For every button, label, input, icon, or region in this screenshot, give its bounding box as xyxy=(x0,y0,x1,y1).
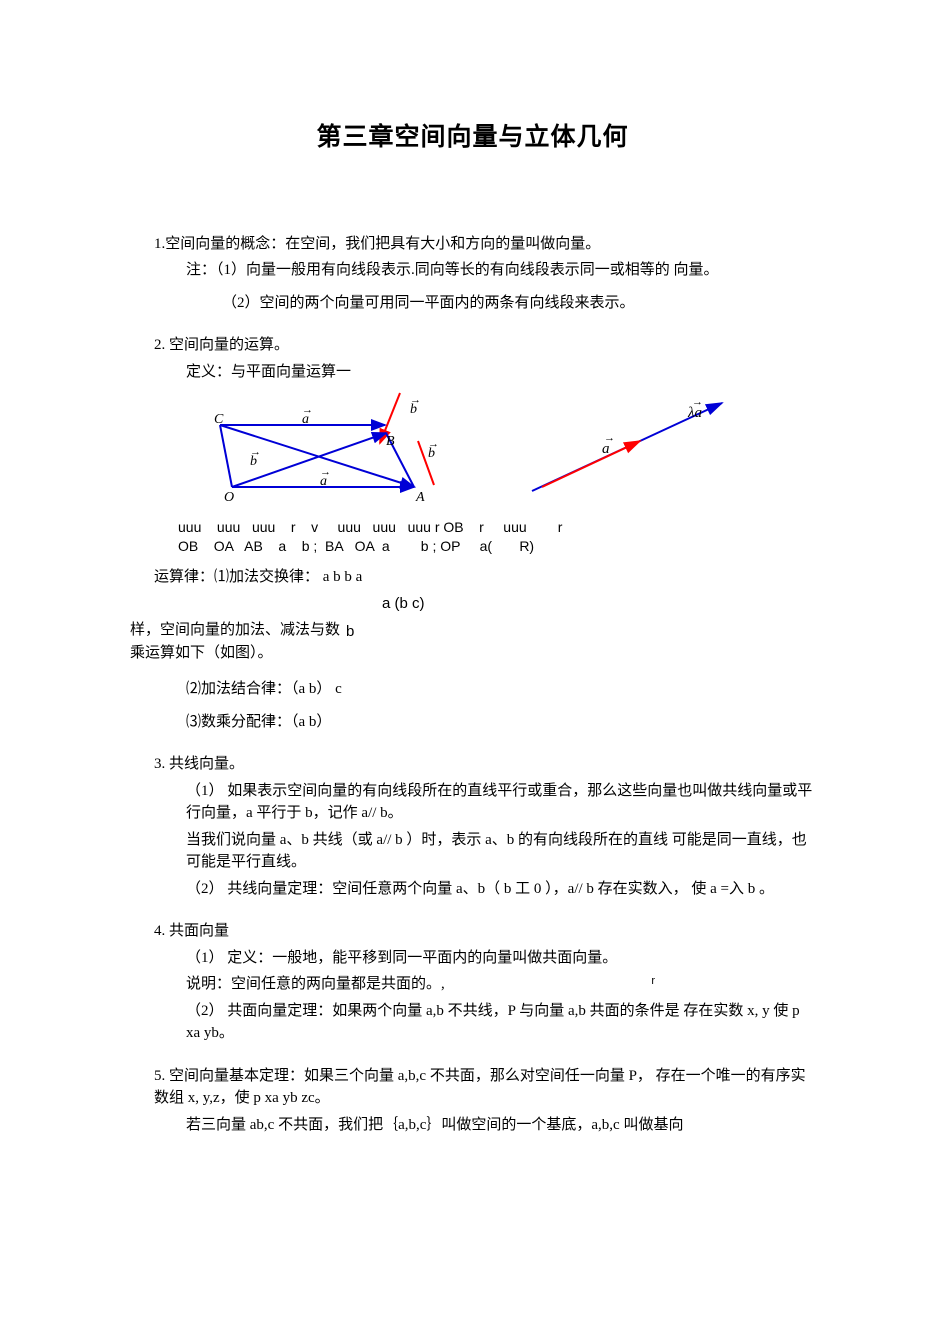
p5-heading: 5. 空间向量基本定理：如果三个向量 a,b,c 不共面，那么对空间任一向量 P… xyxy=(130,1065,815,1110)
label-o: O xyxy=(224,490,234,505)
diagram-row: C O A B → a → a → b → b → b xyxy=(190,391,815,516)
scalar-svg: → a → λa xyxy=(522,391,732,501)
p2-mid-b: b xyxy=(340,619,354,644)
label-la: λa xyxy=(687,405,702,421)
vector-a xyxy=(542,441,640,487)
label-a-top: a xyxy=(302,412,309,427)
p1-note2: （2）空间的两个向量可用同一平面内的两条有向线段来表示。 xyxy=(130,292,815,315)
p4-2: （2） 共面向量定理：如果两个向量 a,b 不共线，P 与向量 a,b 共面的条… xyxy=(130,1000,815,1045)
p4-heading: 4. 共面向量 xyxy=(130,920,815,943)
p2-definition: 定义：与平面向量运算一 xyxy=(130,361,815,384)
scalar-diagram: → a → λa xyxy=(522,391,732,506)
p5-tail: 若三向量 ab,c 不共面，我们把｛a,b,c｝叫做空间的一个基底，a,b,c … xyxy=(130,1114,815,1137)
label-a-bot: a xyxy=(320,474,327,489)
symbol-row-main: OB OA AB a b ; BA OA a b ; OP a( R) xyxy=(178,537,815,556)
parallelogram-svg: C O A B → a → a → b → b → b xyxy=(190,391,452,511)
p4-r: r xyxy=(651,973,815,996)
p3-1: （1） 如果表示空间向量的有向线段所在的直线平行或重合，那么这些向量也叫做共线向… xyxy=(130,780,815,825)
p3-heading: 3. 共线向量。 xyxy=(130,753,815,776)
page: 第三章空间向量与立体几何 1.空间向量的概念：在空间，我们把具有大小和方向的量叫… xyxy=(0,0,945,1338)
p1-concept: 1.空间向量的概念：在空间，我们把具有大小和方向的量叫做向量。 xyxy=(130,233,815,256)
p2-mid: 样，空间向量的加法、减法与数乘运算如下（如图）。 xyxy=(130,619,340,664)
p2-law1b: a (b c) xyxy=(130,593,815,616)
label-b-left: b xyxy=(250,454,257,469)
p2-law2: ⑵加法结合律：（a b） c xyxy=(130,678,815,701)
parallelogram-diagram: C O A B → a → a → b → b → b xyxy=(190,391,452,516)
label-a-pt: A xyxy=(415,490,425,505)
label-b-right: b xyxy=(428,446,435,461)
p4-note: 说明：空间任意的两向量都是共面的。, xyxy=(130,973,651,996)
p2-law1: 运算律：⑴加法交换律： a b b a xyxy=(130,566,815,589)
p1-note: 注：（1）向量一般用有向线段表示.同向等长的有向线段表示同一或相等的 向量。 xyxy=(130,259,815,282)
label-b-pt: B xyxy=(386,434,395,449)
chapter-title: 第三章空间向量与立体几何 xyxy=(130,117,815,153)
label-a2: a xyxy=(602,441,610,457)
p4-1: （1） 定义：一般地，能平移到同一平面内的向量叫做共面向量。 xyxy=(130,947,815,970)
edge-oc xyxy=(220,425,232,487)
p2-heading: 2. 空间向量的运算。 xyxy=(130,334,815,357)
label-b-top: b xyxy=(410,402,417,417)
label-c: C xyxy=(214,412,224,427)
symbol-row-top: uuu uuu uuu r v uuu uuu uuu r OB r uuu r xyxy=(178,518,815,537)
p3-2: （2） 共线向量定理：空间任意两个向量 a、b（ b 工 0 ），a// b 存… xyxy=(130,878,815,901)
p3-mid: 当我们说向量 a、b 共线（或 a// b ）时，表示 a、b 的有向线段所在的… xyxy=(130,829,815,874)
p2-law3: ⑶数乘分配律：（a b） xyxy=(130,711,815,734)
